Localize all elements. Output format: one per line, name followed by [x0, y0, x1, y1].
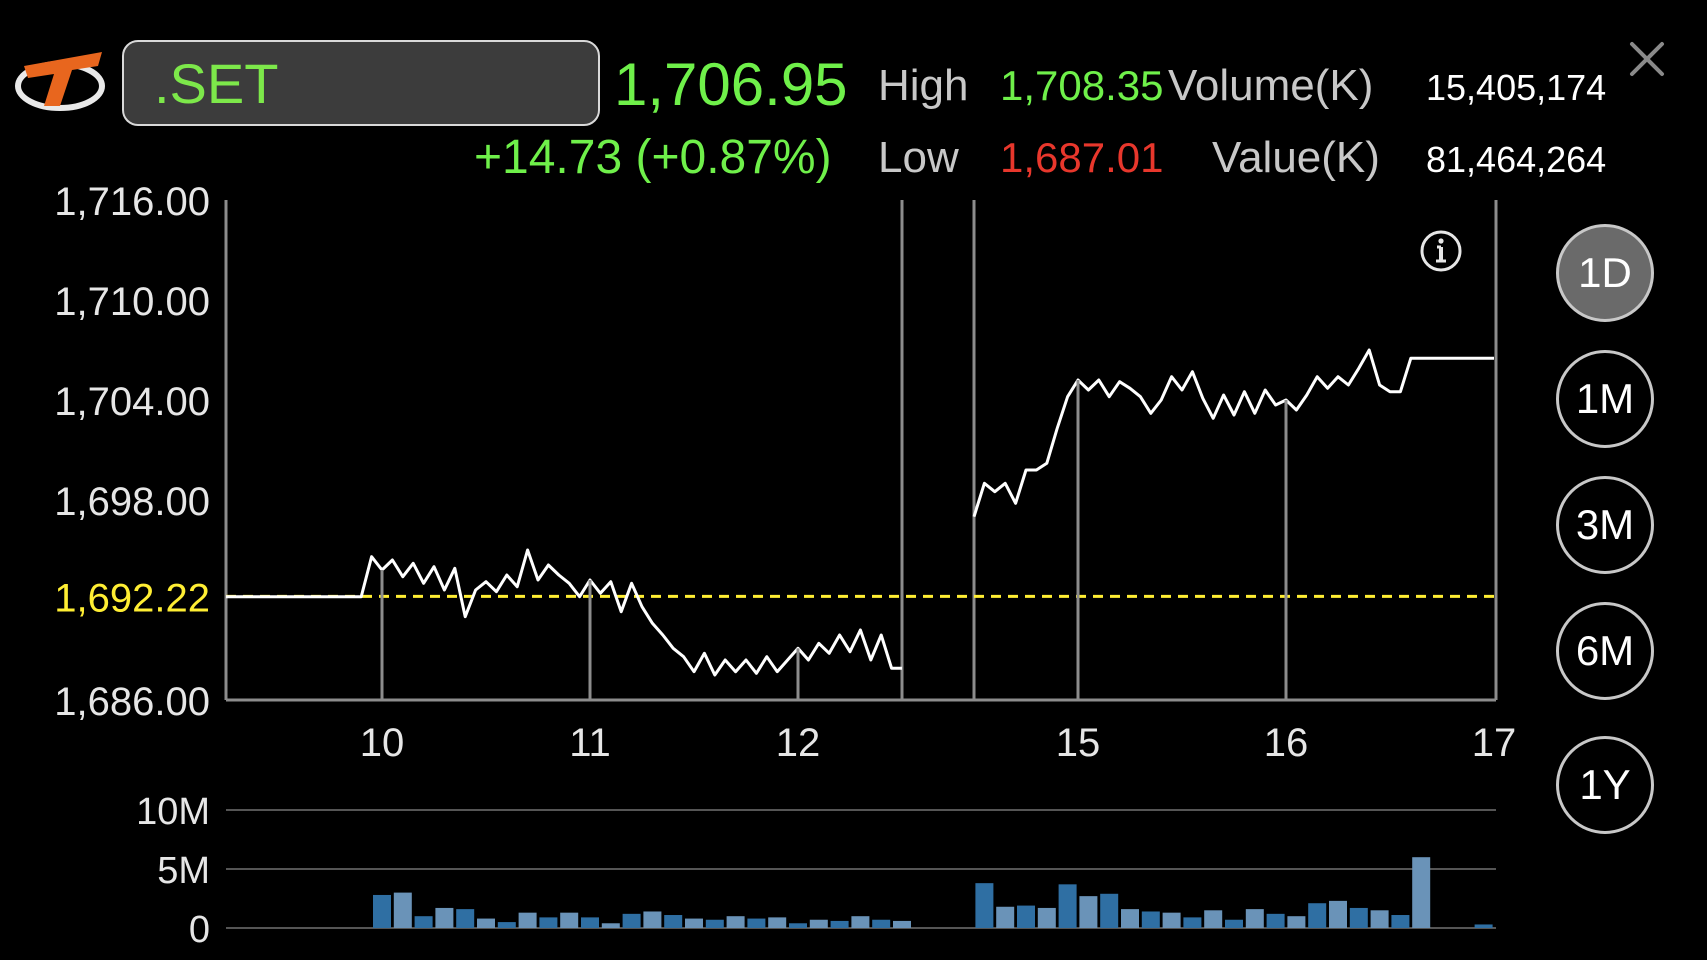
- volume-bar: [477, 918, 495, 928]
- volume-bar: [497, 922, 516, 928]
- volume-bar: [1225, 919, 1243, 928]
- volume-y-tick-label: 10M: [136, 791, 210, 833]
- volume-bar: [768, 917, 787, 928]
- volume-bar: [1162, 912, 1181, 928]
- high-value: 1,708.35: [1000, 62, 1164, 109]
- last-price: 1,706.95: [614, 51, 848, 118]
- volume-bar: [601, 923, 620, 928]
- price-line-54: [226, 548, 902, 677]
- volume-bar: [393, 892, 412, 928]
- x-tick-label: 16: [1264, 721, 1309, 765]
- price-line-44: [972, 348, 1494, 518]
- volume-y-tick-label: 0: [189, 909, 210, 951]
- volume-bar: [1370, 910, 1389, 928]
- volume-bar: [893, 920, 911, 928]
- volume-bar: [851, 916, 870, 928]
- volume-bar: [1037, 907, 1056, 928]
- high-label: High: [878, 61, 969, 110]
- volume-bar: [809, 919, 828, 928]
- x-tick-label: 12: [776, 721, 821, 765]
- y-tick-label: 1,716.00: [54, 180, 210, 224]
- period-button-6m[interactable]: 6M: [1556, 602, 1654, 700]
- volume-bar: [789, 923, 807, 928]
- volume-bar: [664, 915, 683, 928]
- x-tick-label: 15: [1056, 721, 1101, 765]
- volume-bar: [726, 916, 745, 928]
- volume-bar: [996, 906, 1015, 928]
- volume-bar: [1058, 884, 1077, 928]
- volume-bar: [643, 911, 662, 928]
- volume-bar: [1204, 910, 1223, 928]
- volume-bar: [1266, 913, 1285, 928]
- volume-bar: [1308, 903, 1327, 928]
- price-change: +14.73 (+0.87%): [474, 131, 832, 184]
- volume-bar: [1287, 916, 1306, 928]
- volume-bar: [373, 894, 391, 928]
- volume-bar: [830, 920, 849, 928]
- volume-bar: [1349, 907, 1368, 928]
- value-label: Value(K): [1212, 133, 1380, 182]
- volume-bar: [560, 912, 579, 928]
- volume-value: 15,405,174: [1426, 67, 1607, 108]
- x-tick-label: 17: [1472, 721, 1517, 765]
- volume-bar: [622, 913, 641, 928]
- logo-icon: [15, 52, 105, 111]
- volume-bar: [1079, 896, 1098, 928]
- value-value: 81,464,264: [1426, 139, 1607, 180]
- period-button-1m[interactable]: 1M: [1556, 350, 1654, 448]
- low-value: 1,687.01: [1000, 134, 1164, 181]
- volume-y-tick-label: 5M: [157, 850, 210, 892]
- x-tick-label: 11: [569, 721, 611, 765]
- close-icon[interactable]: [1624, 36, 1670, 82]
- reference-value-label: 1,692.22: [54, 576, 210, 620]
- symbol-search-field[interactable]: .SET: [122, 40, 600, 126]
- info-icon[interactable]: [1418, 228, 1464, 274]
- volume-bar: [685, 918, 703, 928]
- volume-bar: [747, 918, 766, 928]
- volume-bar: [456, 909, 475, 928]
- volume-bar: [1183, 917, 1202, 928]
- volume-bar: [1329, 900, 1347, 928]
- period-button-3m[interactable]: 3M: [1556, 476, 1654, 574]
- volume-bar: [581, 917, 599, 928]
- y-tick-label: 1,698.00: [54, 480, 210, 524]
- volume-bar: [872, 919, 891, 928]
- volume-bar: [414, 916, 433, 928]
- volume-bar: [1121, 909, 1139, 928]
- volume-bar: [1474, 924, 1493, 928]
- volume-bar: [1391, 915, 1410, 928]
- symbol-text: .SET: [154, 52, 279, 115]
- volume-bar: [539, 917, 558, 928]
- volume-bar: [705, 919, 724, 928]
- y-tick-label: 1,704.00: [54, 380, 210, 424]
- volume-bar: [435, 907, 454, 928]
- period-button-1y[interactable]: 1Y: [1556, 736, 1654, 834]
- x-tick-label: 10: [360, 721, 405, 765]
- volume-bar: [1412, 857, 1431, 928]
- volume-bar: [1017, 905, 1035, 928]
- volume-bar: [975, 883, 994, 928]
- low-label: Low: [878, 133, 959, 182]
- y-tick-label: 1,710.00: [54, 280, 210, 324]
- volume-bar: [1100, 893, 1119, 928]
- period-button-1d[interactable]: 1D: [1556, 224, 1654, 322]
- volume-bar: [518, 912, 537, 928]
- volume-label: Volume(K): [1168, 61, 1374, 110]
- volume-bar: [1141, 911, 1160, 928]
- volume-bar: [1245, 909, 1264, 928]
- y-tick-label: 1,686.00: [54, 680, 210, 724]
